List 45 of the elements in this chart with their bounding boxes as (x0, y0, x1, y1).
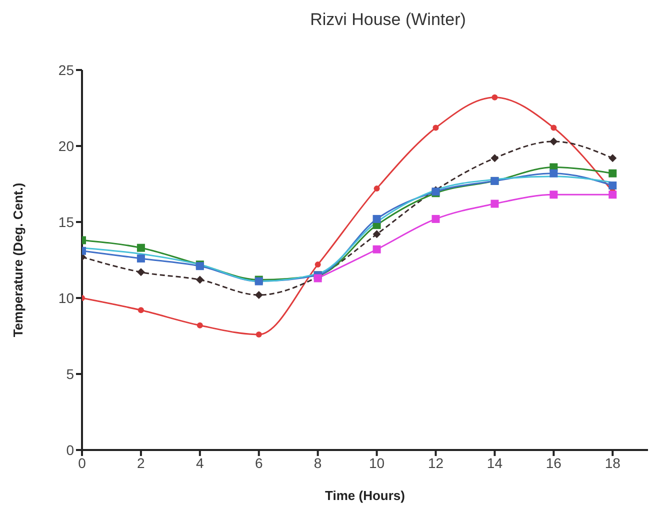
x-tick-label: 16 (546, 454, 562, 471)
x-tick-label: 18 (604, 454, 621, 471)
point (256, 331, 262, 338)
point (492, 94, 498, 100)
point (432, 124, 439, 131)
x-tick-label: 4 (196, 454, 204, 471)
y-tick-label: 0 (66, 442, 74, 458)
point (314, 262, 321, 268)
y-tick-label: 10 (58, 290, 74, 306)
point (196, 276, 204, 284)
point (254, 290, 263, 299)
x-tick-label: 10 (369, 454, 385, 471)
y-tick-label: 25 (58, 62, 74, 78)
point (372, 214, 381, 223)
y-tick-label: 15 (58, 214, 74, 230)
x-tick-label: 6 (254, 454, 263, 471)
point (608, 169, 617, 178)
point (608, 182, 617, 190)
x-tick-label: 8 (314, 454, 322, 471)
point (608, 190, 617, 199)
point (136, 268, 145, 276)
point (490, 154, 499, 162)
x-tick-label: 14 (486, 454, 503, 471)
point (372, 230, 381, 238)
point (372, 245, 381, 254)
point (550, 137, 558, 146)
point (608, 154, 617, 162)
x-tick-label: 0 (78, 454, 86, 471)
y-tick-label: 5 (66, 366, 74, 382)
point (490, 200, 499, 208)
point (432, 214, 440, 223)
point (138, 307, 144, 314)
point (136, 254, 145, 262)
chart-title: Rizvi House (Winter) (309, 10, 467, 31)
y-tick-label: 20 (58, 138, 74, 154)
point (550, 124, 557, 131)
point (550, 169, 558, 178)
point (196, 322, 203, 328)
point (374, 186, 380, 192)
point (550, 190, 558, 199)
x-tick-label: 2 (137, 454, 146, 471)
x-tick-label: 12 (428, 454, 444, 471)
x-axis-title: Time (Hours) (325, 488, 405, 503)
point (136, 244, 145, 252)
y-axis-title: Temperature (Deg. Cent.) (10, 182, 26, 338)
